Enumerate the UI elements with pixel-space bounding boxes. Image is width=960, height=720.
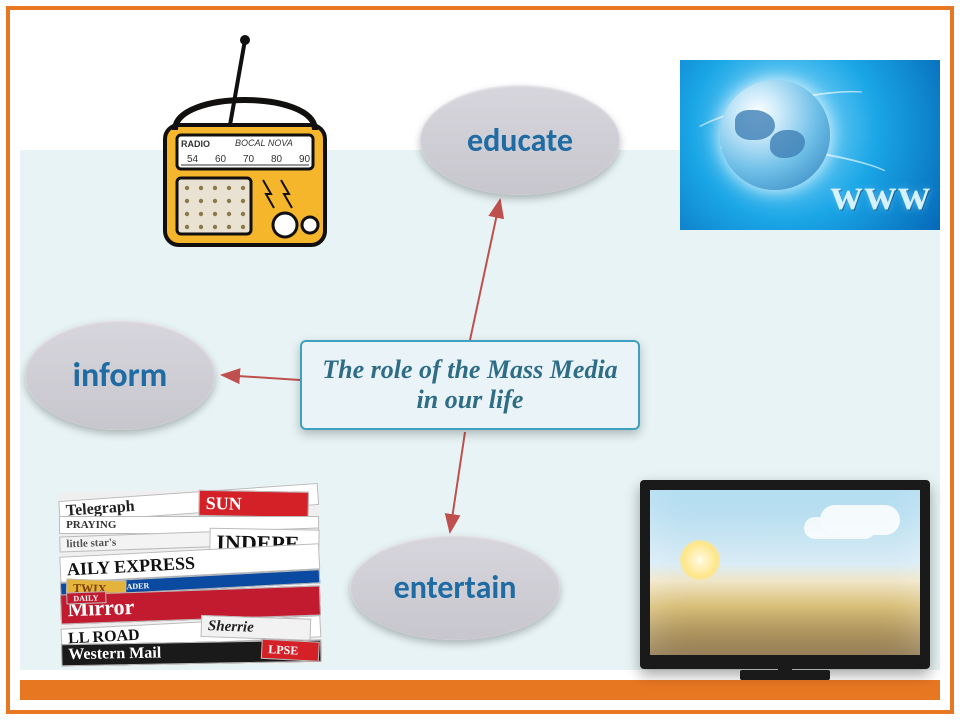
newspapers-image: TelegraphSUNPRAYINGlittle star'sINDEPEAI… [58,488,321,668]
bubble-entertain-label: entertain [394,568,517,607]
bubble-educate-label: educate [467,121,573,160]
svg-text:RADIO: RADIO [181,139,210,149]
central-title-box: The role of the Mass Media in our life [300,340,640,430]
bubble-inform: inform [25,320,215,430]
bubble-entertain: entertain [350,535,560,640]
svg-text:70: 70 [243,154,255,165]
bubble-inform-label: inform [73,355,168,396]
globe-www-image: www [680,60,940,230]
svg-text:90: 90 [299,154,311,165]
tv-image [640,480,925,680]
newspaper-strip: DAILY [66,591,106,604]
svg-text:BOCAL NOVA: BOCAL NOVA [235,138,293,148]
tv-frame [640,480,930,669]
bottom-accent-bar [20,680,940,700]
radio-image: RADIO BOCAL NOVA 54 60 70 80 90 [135,30,355,270]
www-text: www [831,169,932,220]
newspaper-strip: Sherrie [201,615,312,641]
newspaper-strip: SUN [199,490,309,518]
slide: The role of the Mass Media in our life e… [0,0,960,720]
svg-text:54: 54 [187,154,199,165]
svg-text:60: 60 [215,154,227,165]
svg-text:80: 80 [271,154,283,165]
bubble-educate: educate [420,85,620,195]
newspaper-strip: LPSE [261,639,320,662]
central-title-text: The role of the Mass Media in our life [316,355,624,415]
